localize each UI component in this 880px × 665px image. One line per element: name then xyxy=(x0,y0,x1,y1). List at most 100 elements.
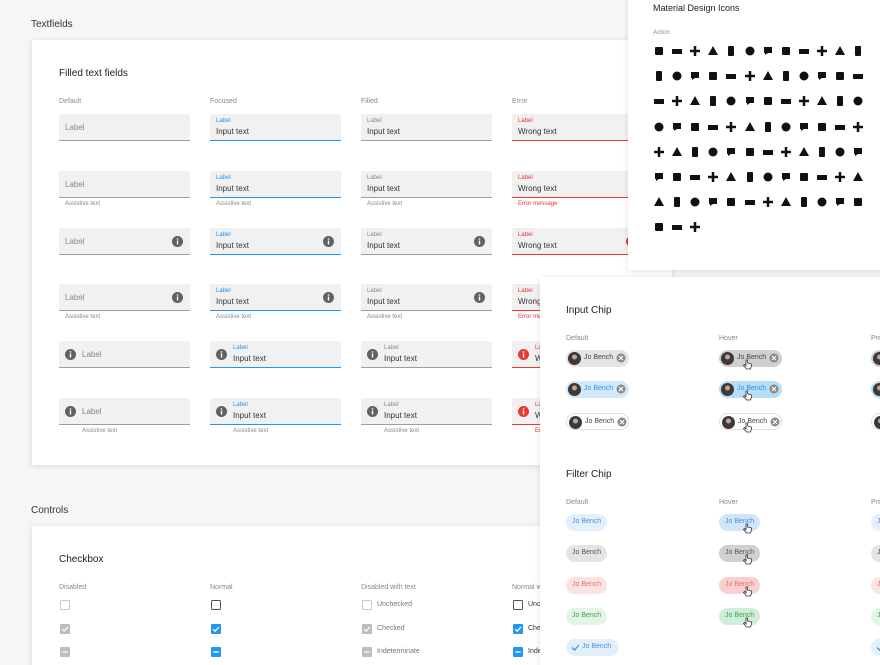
field-label: Label xyxy=(65,236,85,246)
checkbox[interactable] xyxy=(362,624,372,634)
text-field[interactable]: Label xyxy=(59,284,190,312)
text-field[interactable]: Label Input text xyxy=(210,284,341,312)
input-chip[interactable]: Jo Bench xyxy=(719,381,782,398)
icon xyxy=(745,46,754,56)
filter-chip[interactable]: Jo Bench xyxy=(871,545,880,563)
input-chip[interactable]: Jo Bench xyxy=(871,350,880,367)
icon xyxy=(764,121,771,132)
assistive-text: Assistive text xyxy=(367,314,403,321)
checkbox[interactable] xyxy=(60,647,70,657)
text-field[interactable]: Label Input text xyxy=(361,114,492,141)
text-field[interactable]: Label Input text xyxy=(361,398,492,425)
filter-chip[interactable]: Jo Bench xyxy=(719,514,760,531)
text-field[interactable]: Label Wrong text xyxy=(512,227,643,255)
avatar xyxy=(721,383,734,396)
icon xyxy=(762,71,773,81)
chip-text: Jo Bench xyxy=(585,418,615,425)
input-chip[interactable]: Jo Bench xyxy=(871,413,880,430)
filter-chip[interactable]: Jo Bench xyxy=(566,545,607,563)
checkbox[interactable] xyxy=(513,600,523,610)
filter-chip[interactable]: Jo Bench xyxy=(719,545,760,563)
checkbox[interactable] xyxy=(211,647,221,657)
text-field[interactable]: Label xyxy=(59,170,190,198)
text-field[interactable]: Label Input text xyxy=(361,284,492,312)
text-field[interactable]: Label Input text xyxy=(210,398,341,425)
filter-chip[interactable]: Jo Bench xyxy=(566,607,607,625)
input-chip[interactable]: Jo Bench xyxy=(566,350,629,367)
filter-chip[interactable]: Jo Bench xyxy=(871,639,880,657)
icon-category: Action xyxy=(653,30,670,36)
icon xyxy=(726,121,737,132)
field-value: Input text xyxy=(367,297,400,307)
field-value: Input text xyxy=(384,411,417,420)
checkbox[interactable] xyxy=(211,600,221,610)
text-field[interactable]: Label Input text xyxy=(361,341,492,369)
checkbox[interactable] xyxy=(60,624,70,634)
input-chip[interactable]: Jo Bench xyxy=(566,413,629,430)
icon xyxy=(853,74,864,80)
icon xyxy=(655,47,663,55)
checkbox[interactable] xyxy=(513,647,523,657)
icon xyxy=(690,222,701,233)
chip-close xyxy=(769,353,779,363)
column-header: Normal with text xyxy=(512,584,563,591)
text-field[interactable]: Label Input text xyxy=(361,170,492,198)
filter-chip[interactable]: Jo Bench xyxy=(719,607,760,625)
text-field[interactable]: Label Input text xyxy=(210,170,341,198)
checkbox[interactable] xyxy=(362,600,372,610)
text-field[interactable]: Label Input text xyxy=(210,341,341,369)
filter-chip[interactable]: Jo Bench xyxy=(566,639,619,657)
input-chip[interactable]: Jo Bench xyxy=(566,381,629,398)
icon xyxy=(781,122,791,132)
icon xyxy=(744,71,755,82)
icon xyxy=(745,97,754,106)
chip-close xyxy=(617,417,627,427)
cursor-icon xyxy=(743,617,752,628)
filter-chip[interactable]: Jo Bench xyxy=(871,607,880,625)
text-field[interactable]: Label xyxy=(59,227,190,255)
avatar xyxy=(874,416,880,429)
assistive-text: Assistive text xyxy=(65,200,101,207)
filter-chip[interactable]: Jo Bench xyxy=(719,576,760,594)
text-field[interactable]: Label xyxy=(59,341,190,369)
checkbox[interactable] xyxy=(211,624,221,634)
input-chip[interactable]: Jo Bench xyxy=(871,381,880,398)
column-header: Pressed xyxy=(871,499,880,506)
chip-text: Jo Bench xyxy=(572,518,602,525)
text-field[interactable]: Label xyxy=(59,114,190,141)
chip-close xyxy=(769,384,779,394)
field-value: Wrong text xyxy=(518,240,557,250)
field-label: Label xyxy=(65,179,85,189)
floating-label: Label xyxy=(367,174,382,181)
filter-chip[interactable]: Jo Bench xyxy=(566,514,607,531)
checkbox[interactable] xyxy=(60,600,70,610)
chip-text: Jo Bench xyxy=(737,354,767,361)
checkbox[interactable] xyxy=(362,647,372,657)
card-title: Checkbox xyxy=(59,554,104,565)
floating-label: Label xyxy=(233,345,248,352)
icon xyxy=(763,97,772,106)
icon xyxy=(745,147,754,156)
icon xyxy=(798,146,809,156)
icon xyxy=(800,197,807,208)
text-field[interactable]: Label xyxy=(59,398,190,425)
text-field[interactable]: Label Wrong text xyxy=(512,170,643,198)
column-header: Default xyxy=(566,499,589,506)
checkbox[interactable] xyxy=(513,624,523,634)
text-field[interactable]: Label Input text xyxy=(361,227,492,255)
text-field[interactable]: Label Wrong text xyxy=(512,114,643,141)
filter-chip[interactable]: Jo Bench xyxy=(871,514,880,531)
icon xyxy=(817,72,826,81)
icon xyxy=(818,146,825,157)
info-icon xyxy=(367,406,378,417)
icon xyxy=(691,72,700,81)
icon xyxy=(656,71,662,82)
input-chip[interactable]: Jo Bench xyxy=(719,350,782,367)
icon xyxy=(654,122,664,132)
text-field[interactable]: Label Input text xyxy=(210,227,341,255)
filter-chip[interactable]: Jo Bench xyxy=(871,576,880,594)
text-field[interactable]: Label Input text xyxy=(210,114,341,141)
column-header: Disabled with text xyxy=(361,584,416,591)
field-value: Input text xyxy=(367,127,400,136)
filter-chip[interactable]: Jo Bench xyxy=(566,576,607,594)
